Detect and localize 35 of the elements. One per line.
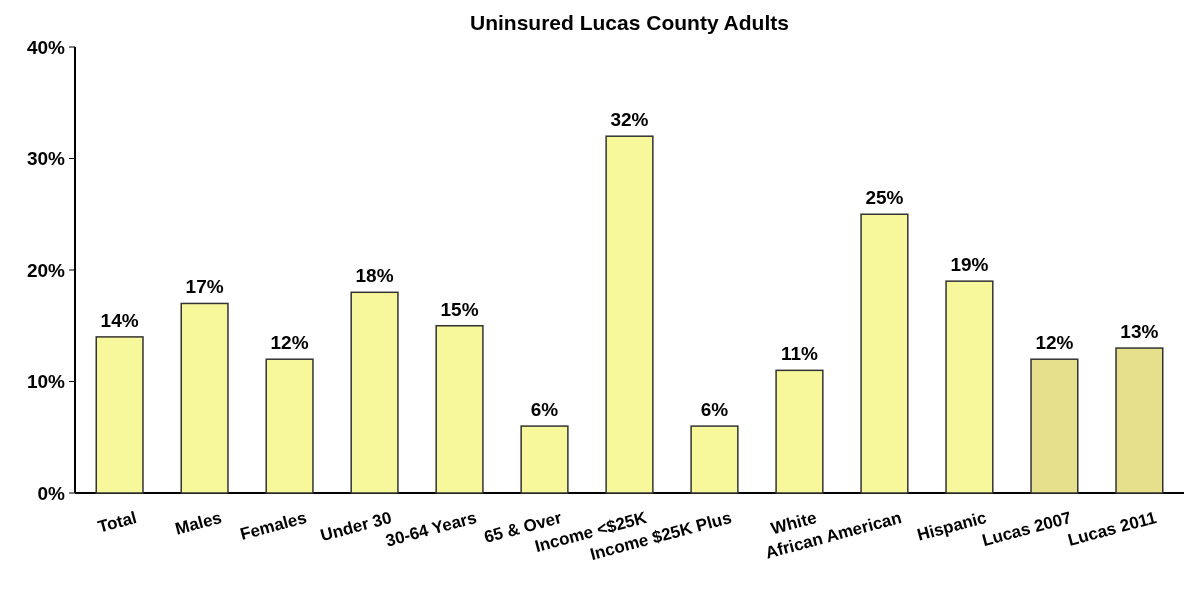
y-tick-label: 10% bbox=[26, 371, 66, 393]
data-label: 13% bbox=[1120, 321, 1159, 343]
bar bbox=[775, 369, 824, 494]
y-tick-label: 20% bbox=[26, 259, 66, 281]
x-tick-label: Males bbox=[173, 508, 224, 539]
data-label: 32% bbox=[610, 109, 649, 131]
data-label: 18% bbox=[355, 265, 394, 287]
y-tick-label: 0% bbox=[37, 482, 66, 504]
bar bbox=[1115, 347, 1164, 494]
y-tick-label: 40% bbox=[26, 36, 66, 58]
bar bbox=[945, 280, 994, 494]
x-tick-label: Females bbox=[238, 508, 309, 544]
bar bbox=[180, 302, 229, 494]
data-label: 6% bbox=[700, 399, 729, 421]
data-label: 19% bbox=[950, 254, 989, 276]
data-label: 11% bbox=[780, 343, 819, 365]
bar bbox=[605, 135, 654, 494]
data-label: 15% bbox=[440, 298, 479, 320]
bar bbox=[1030, 358, 1079, 494]
bar bbox=[690, 425, 739, 494]
data-label: 14% bbox=[100, 309, 139, 331]
data-label: 12% bbox=[1035, 332, 1074, 354]
bar bbox=[350, 291, 399, 494]
bar bbox=[265, 358, 314, 494]
data-label: 12% bbox=[270, 332, 309, 354]
bar bbox=[95, 336, 144, 494]
bar bbox=[860, 213, 909, 494]
bar bbox=[435, 325, 484, 494]
x-tick-label: Total bbox=[95, 508, 139, 537]
data-label: 17% bbox=[185, 276, 224, 298]
chart-title: Uninsured Lucas County Adults bbox=[470, 11, 789, 34]
bar bbox=[520, 425, 569, 494]
data-label: 25% bbox=[865, 187, 904, 209]
data-label: 6% bbox=[530, 399, 559, 421]
y-tick-label: 30% bbox=[26, 148, 66, 170]
